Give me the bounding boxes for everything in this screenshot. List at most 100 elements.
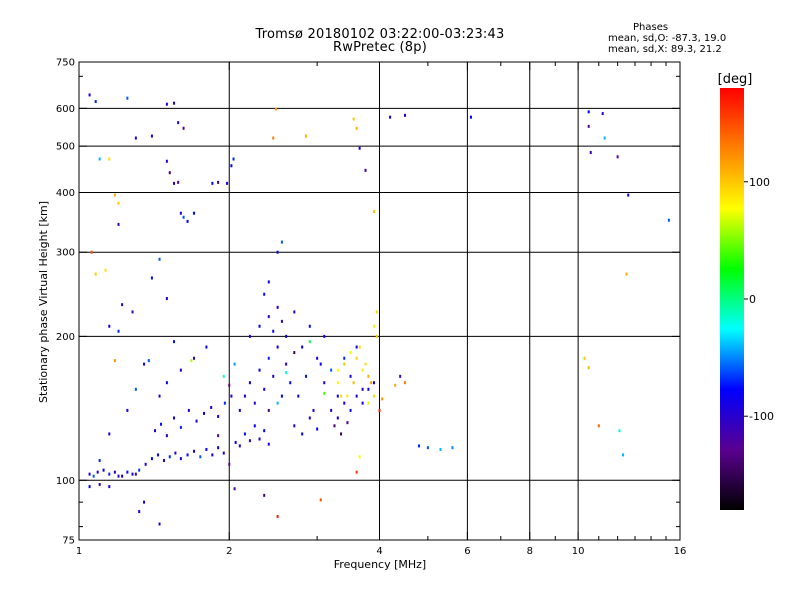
data-point (285, 334, 288, 338)
data-point (158, 522, 161, 526)
data-point (399, 374, 402, 378)
data-point (280, 240, 283, 244)
data-point (202, 411, 205, 415)
data-point (263, 292, 266, 296)
data-point (349, 408, 352, 412)
data-point (143, 362, 146, 366)
data-point (280, 394, 283, 398)
colorbar-tick-label: 0 (749, 293, 756, 306)
data-point (601, 112, 604, 116)
data-point (94, 272, 97, 276)
data-point (355, 356, 358, 360)
data-point (276, 305, 279, 309)
data-point (589, 150, 592, 154)
data-point (312, 408, 315, 412)
data-point (233, 362, 236, 366)
data-point (346, 394, 349, 398)
data-point (131, 310, 134, 314)
data-point (276, 345, 279, 349)
colorbar-label: [deg] (718, 72, 753, 87)
data-point (367, 401, 370, 405)
data-point (248, 439, 251, 443)
data-point (263, 493, 266, 497)
data-point (267, 442, 270, 446)
grid-lines (79, 62, 680, 540)
data-point (370, 381, 373, 385)
data-point (263, 387, 266, 391)
x-tick-label: 4 (376, 546, 382, 557)
data-point (330, 368, 333, 372)
data-point (108, 485, 111, 489)
data-point (217, 446, 220, 450)
data-point (361, 368, 364, 372)
data-point (179, 457, 182, 461)
data-point (373, 324, 376, 328)
data-point (343, 362, 346, 366)
data-point (618, 429, 621, 433)
phase-stats-heading: Phases (633, 22, 669, 33)
data-point (616, 155, 619, 159)
data-point (301, 432, 304, 436)
data-point (346, 421, 349, 425)
data-point (293, 424, 296, 428)
data-point (340, 432, 343, 436)
data-point (319, 498, 322, 502)
y-tick-label: 75 (62, 536, 75, 547)
colorbar (720, 88, 744, 510)
data-point (355, 345, 358, 349)
data-point (165, 297, 168, 301)
data-point (98, 458, 101, 462)
data-point (187, 408, 190, 412)
data-point (330, 408, 333, 412)
data-point (373, 381, 376, 385)
data-point (603, 136, 606, 140)
data-point (667, 218, 670, 222)
data-point (193, 449, 196, 453)
data-point (451, 446, 454, 450)
data-point (165, 381, 168, 385)
data-point (177, 121, 180, 125)
data-point (280, 319, 283, 323)
data-point (88, 485, 91, 489)
data-point (182, 215, 185, 219)
data-point (316, 356, 319, 360)
data-point (205, 447, 208, 451)
data-point (131, 472, 134, 476)
data-point (104, 268, 107, 272)
data-point (150, 134, 153, 138)
data-point (102, 468, 105, 472)
data-point (289, 381, 292, 385)
data-point (355, 470, 358, 474)
data-point (165, 159, 168, 163)
data-point (150, 457, 153, 461)
data-point (625, 272, 628, 276)
y-tick-label: 100 (56, 476, 75, 487)
data-point (222, 451, 225, 455)
data-point (147, 359, 150, 363)
data-point (94, 100, 97, 104)
data-point (394, 383, 397, 387)
data-point (121, 474, 124, 478)
data-point (349, 351, 352, 355)
y-tick-label: 600 (56, 104, 75, 115)
data-point (108, 157, 111, 161)
data-point (355, 126, 358, 130)
data-point (90, 250, 93, 254)
data-point (88, 93, 91, 97)
data-point (238, 444, 241, 448)
data-point (138, 468, 141, 472)
data-point (243, 432, 246, 436)
data-point (179, 368, 182, 372)
data-point (154, 429, 157, 433)
data-point (426, 446, 429, 450)
data-point (276, 250, 279, 254)
data-point (157, 453, 160, 457)
data-point (134, 387, 137, 391)
x-tick-label: 10 (572, 546, 585, 557)
data-point (230, 394, 233, 398)
data-point (205, 345, 208, 349)
data-point (228, 383, 231, 387)
data-point (226, 181, 229, 185)
data-point (361, 401, 364, 405)
data-point (222, 374, 225, 378)
